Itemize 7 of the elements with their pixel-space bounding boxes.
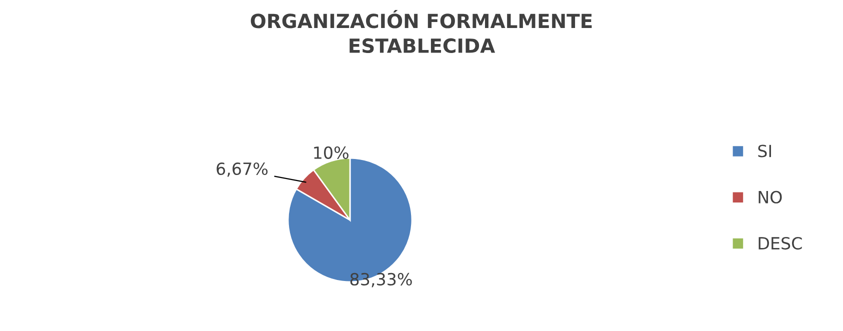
chart-title: ORGANIZACIÓN FORMALMENTE ESTABLECIDA xyxy=(250,10,592,54)
legend-label: SI xyxy=(758,144,771,158)
data-label: 83,33% xyxy=(350,272,412,288)
data-label: 6,67% xyxy=(216,162,268,177)
data-label: 10% xyxy=(314,146,348,159)
legend-label: DESC xyxy=(758,236,802,250)
legend-label: NO xyxy=(758,190,782,204)
